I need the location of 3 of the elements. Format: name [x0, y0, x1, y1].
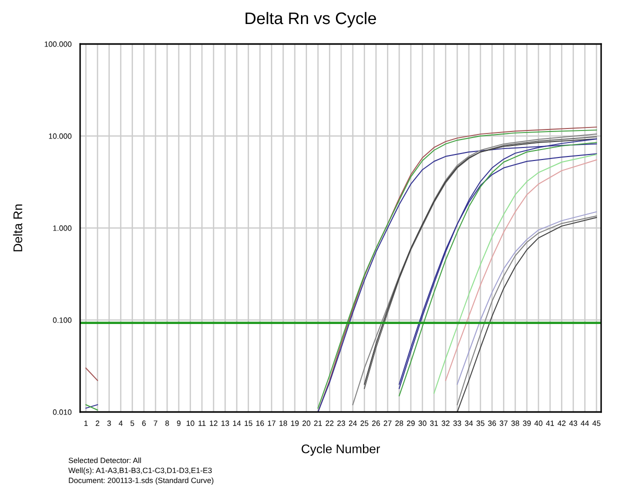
x-axis-title: Cycle Number [302, 444, 380, 456]
y-axis-title: Delta Rn [13, 204, 22, 252]
chart-title: Delta Rn vs Cycle [246, 12, 376, 28]
